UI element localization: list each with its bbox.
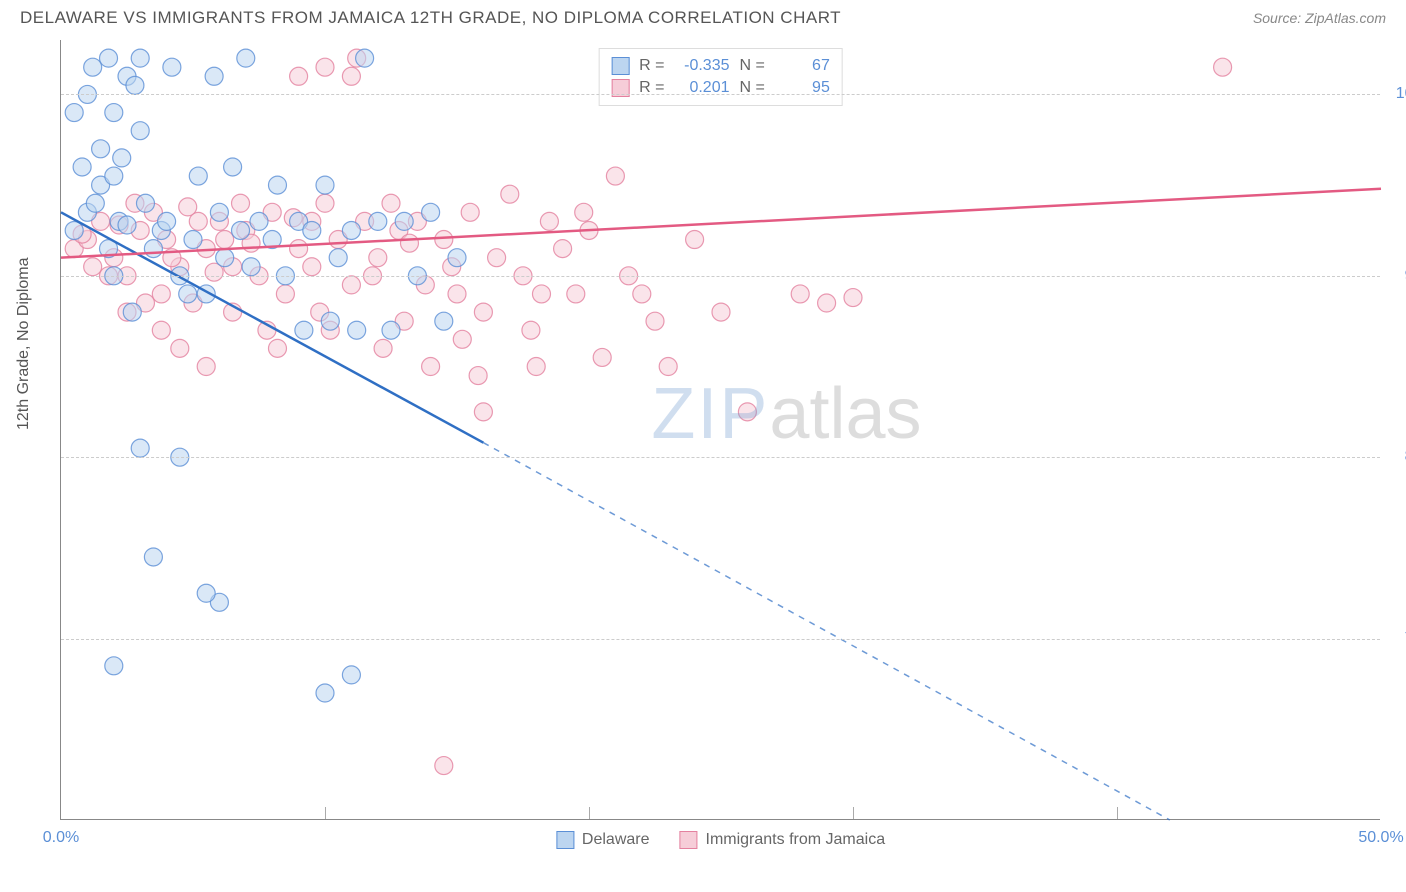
legend-item-jamaica: Immigrants from Jamaica xyxy=(680,831,886,849)
gridline-h xyxy=(61,94,1380,95)
tick-v xyxy=(853,807,854,819)
y-tick-label: 100.0% xyxy=(1396,85,1406,103)
chart-title: DELAWARE VS IMMIGRANTS FROM JAMAICA 12TH… xyxy=(20,8,841,28)
source-label: Source: ZipAtlas.com xyxy=(1253,10,1386,26)
scatter-svg xyxy=(61,40,1380,819)
legend-label-jamaica: Immigrants from Jamaica xyxy=(706,831,886,849)
legend-swatch-blue-bottom xyxy=(556,831,574,849)
legend-row-blue: R = -0.335 N = 67 xyxy=(611,55,830,77)
legend-swatch-pink-bottom xyxy=(680,831,698,849)
correlation-legend: R = -0.335 N = 67 R = 0.201 N = 95 xyxy=(598,48,843,106)
legend-label-delaware: Delaware xyxy=(582,831,650,849)
tick-v xyxy=(325,807,326,819)
legend-item-delaware: Delaware xyxy=(556,831,650,849)
tick-v xyxy=(1117,807,1118,819)
r-value-blue: -0.335 xyxy=(675,57,730,75)
legend-row-pink: R = 0.201 N = 95 xyxy=(611,77,830,99)
y-axis-label: 12th Grade, No Diploma xyxy=(15,257,33,430)
n-value-blue: 67 xyxy=(775,57,830,75)
gridline-h xyxy=(61,639,1380,640)
x-tick-label: 0.0% xyxy=(43,829,79,847)
legend-swatch-blue xyxy=(611,57,629,75)
chart-plot-area: ZIPatlas R = -0.335 N = 67 R = 0.201 N =… xyxy=(60,40,1380,820)
r-label: R = xyxy=(639,57,664,75)
gridline-h xyxy=(61,457,1380,458)
tick-v xyxy=(589,807,590,819)
x-tick-label: 50.0% xyxy=(1358,829,1403,847)
n-label: N = xyxy=(740,57,765,75)
gridline-h xyxy=(61,276,1380,277)
series-legend: Delaware Immigrants from Jamaica xyxy=(556,831,885,849)
